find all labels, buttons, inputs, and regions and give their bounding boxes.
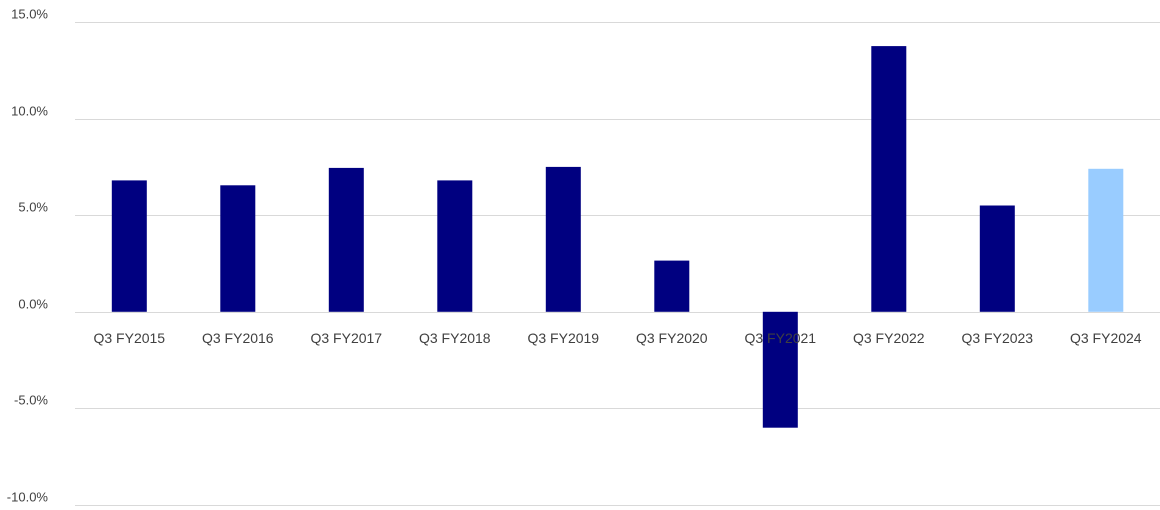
- bar: [220, 185, 256, 312]
- y-tick-label: 10.0%: [11, 104, 48, 119]
- bar: [762, 311, 798, 428]
- y-axis-tick-labels: 15.0% 10.0% 5.0% 0.0% -5.0% -10.0%: [7, 7, 49, 505]
- y-tick-label: 15.0%: [11, 7, 48, 22]
- bar: [654, 260, 690, 312]
- y-tick-label: -5.0%: [14, 393, 48, 408]
- x-category-label: Q3 FY2023: [961, 330, 1033, 346]
- x-category-label: Q3 FY2015: [93, 330, 165, 346]
- y-tick-label: 0.0%: [18, 297, 48, 312]
- x-axis-category-labels: Q3 FY2015 Q3 FY2016 Q3 FY2017 Q3 FY2018 Q3 F…: [93, 330, 1141, 346]
- bar: [111, 180, 147, 312]
- y-tick-label: 5.0%: [18, 200, 48, 215]
- x-category-label: Q3 FY2019: [527, 330, 599, 346]
- bar: [1088, 168, 1124, 312]
- bar: [328, 167, 364, 312]
- grid-lines: [75, 22, 1160, 506]
- bar: [437, 180, 473, 312]
- bar: [871, 46, 907, 312]
- x-category-label: Q3 FY2016: [202, 330, 274, 346]
- x-category-label: Q3 FY2021: [744, 330, 816, 346]
- x-category-label: Q3 FY2017: [310, 330, 382, 346]
- bar: [545, 166, 581, 312]
- bars: [111, 46, 1124, 428]
- x-category-label: Q3 FY2024: [1070, 330, 1142, 346]
- x-category-label: Q3 FY2022: [853, 330, 925, 346]
- x-category-label: Q3 FY2018: [419, 330, 491, 346]
- x-category-label: Q3 FY2020: [636, 330, 708, 346]
- bar: [979, 205, 1015, 312]
- y-tick-label: -10.0%: [7, 490, 49, 505]
